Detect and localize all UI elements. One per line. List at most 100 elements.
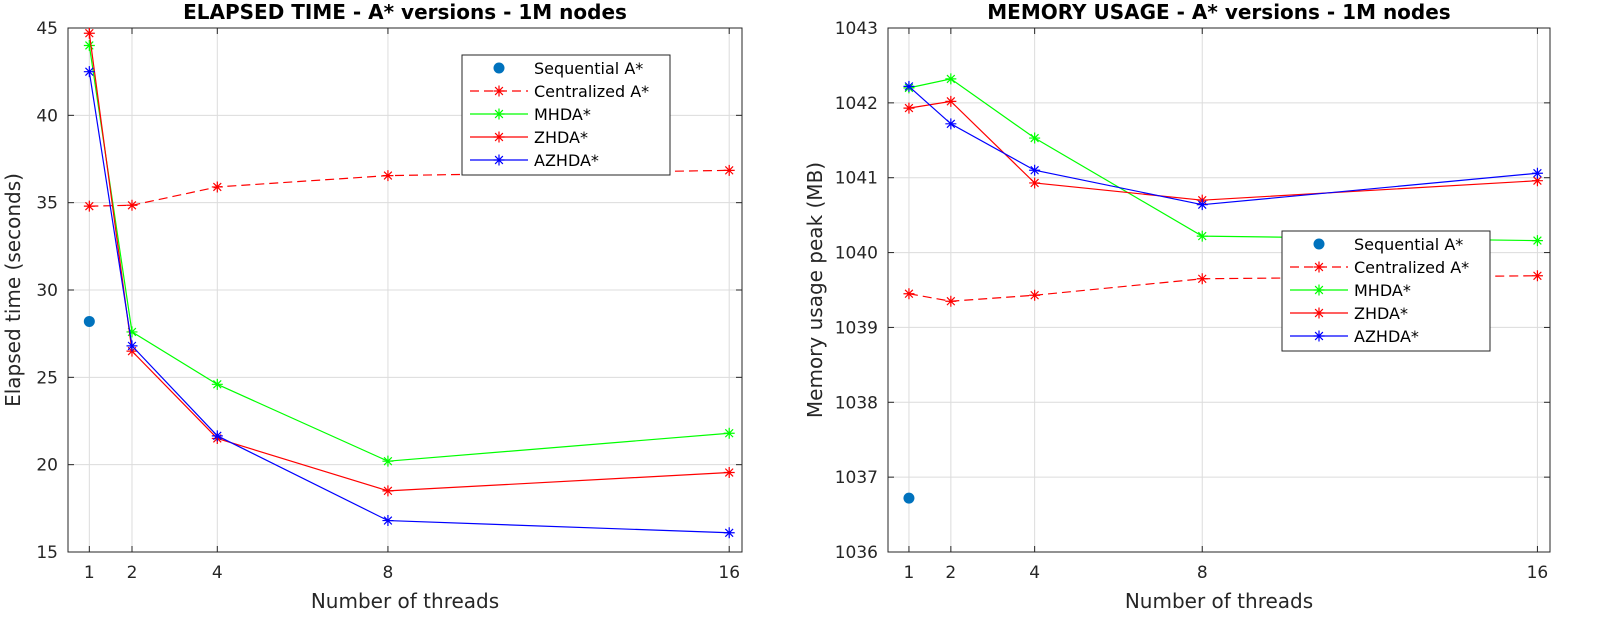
- data-point: [1531, 235, 1543, 247]
- legend-marker: [1313, 238, 1325, 250]
- data-point: [903, 492, 915, 504]
- data-point: [1029, 177, 1041, 189]
- data-point: [945, 295, 957, 307]
- y-axis-label: Memory usage peak (MB): [803, 162, 827, 418]
- data-point: [211, 378, 223, 390]
- data-point: [903, 288, 915, 300]
- legend-entry-centralized-a: Centralized A*: [470, 82, 649, 101]
- legend-marker: [1313, 307, 1325, 319]
- data-point: [1029, 289, 1041, 301]
- x-tick-label: 4: [212, 563, 223, 583]
- data-point: [1029, 164, 1041, 176]
- legend-marker: [493, 62, 505, 74]
- legend-label: MHDA*: [1354, 281, 1411, 300]
- x-tick-label: 1: [904, 563, 915, 583]
- data-point: [723, 467, 735, 479]
- y-tick-label: 1038: [835, 393, 878, 413]
- data-point: [382, 485, 394, 497]
- data-point: [382, 515, 394, 527]
- data-point: [1531, 167, 1543, 179]
- data-point: [1196, 273, 1208, 285]
- series-azhda: [903, 80, 1543, 211]
- legend-marker: [493, 154, 505, 166]
- legend-entry-zhda: ZHDA*: [1290, 304, 1408, 323]
- data-point: [1531, 270, 1543, 282]
- y-tick-label: 1043: [835, 19, 878, 39]
- data-point: [83, 27, 95, 39]
- legend-entry-sequential-a: Sequential A*: [1313, 235, 1463, 254]
- y-tick-label: 25: [36, 368, 58, 388]
- y-tick-label: 15: [36, 543, 58, 563]
- legend-label: AZHDA*: [534, 151, 599, 170]
- data-point: [1196, 199, 1208, 211]
- data-point: [723, 527, 735, 539]
- chart-title: ELAPSED TIME - A* versions - 1M nodes: [183, 0, 627, 24]
- legend-label: Sequential A*: [1354, 235, 1463, 254]
- y-tick-label: 1036: [835, 543, 878, 563]
- legend-entry-mhda: MHDA*: [1290, 281, 1411, 300]
- y-tick-label: 35: [36, 194, 58, 214]
- y-tick-label: 1041: [835, 169, 878, 189]
- y-tick-label: 40: [36, 106, 58, 126]
- legend-label: MHDA*: [534, 105, 591, 124]
- y-axis-label: Elapsed time (seconds): [1, 173, 25, 407]
- data-point: [83, 315, 95, 327]
- data-point: [903, 80, 915, 92]
- data-point: [723, 427, 735, 439]
- x-tick-label: 16: [1527, 563, 1549, 583]
- legend-label: AZHDA*: [1354, 327, 1419, 346]
- y-tick-label: 20: [36, 456, 58, 476]
- legend-box: [1281, 230, 1491, 352]
- series-mhda: [83, 39, 735, 467]
- legend: Sequential A* Centralized A* MHDA* ZHDA* AZH…: [1281, 230, 1491, 352]
- plot-frame: [887, 27, 1551, 553]
- legend-entry-mhda: MHDA*: [470, 105, 591, 124]
- data-point: [903, 102, 915, 114]
- x-axis-label: Number of threads: [1125, 589, 1313, 613]
- chart-2: 1 2 4 8 16 1036 1037 1038 1039 1040 1041 1042 1043 ME…: [803, 0, 1551, 613]
- data-point: [382, 455, 394, 467]
- data-point: [945, 73, 957, 85]
- y-tick-label: 1040: [835, 244, 878, 264]
- legend-marker: [493, 108, 505, 120]
- x-tick-label: 2: [945, 563, 956, 583]
- data-point: [83, 39, 95, 51]
- legend-marker: [1313, 284, 1325, 296]
- x-tick-label: 16: [718, 563, 740, 583]
- series-sequential-a: [903, 492, 915, 504]
- y-tick-label: 1039: [835, 318, 878, 338]
- data-point: [126, 340, 138, 352]
- x-axis-label: Number of threads: [311, 589, 499, 613]
- data-point: [1531, 175, 1543, 187]
- legend-marker: [493, 131, 505, 143]
- data-point: [83, 200, 95, 212]
- series-line: [89, 169, 730, 207]
- legend-entry-centralized-a: Centralized A*: [1290, 258, 1469, 277]
- legend-entry-zhda: ZHDA*: [470, 128, 588, 147]
- data-point: [1029, 132, 1041, 144]
- y-tick-label: 1042: [835, 94, 878, 114]
- x-tick-label: 8: [1197, 563, 1208, 583]
- x-tick-label: 4: [1029, 563, 1040, 583]
- data-point: [945, 95, 957, 107]
- data-point: [211, 430, 223, 442]
- legend-marker: [1313, 261, 1325, 273]
- legend: Sequential A* Centralized A* MHDA* ZHDA* AZH…: [461, 54, 671, 176]
- series-mhda: [903, 73, 1543, 247]
- data-point: [382, 170, 394, 182]
- legend-label: ZHDA*: [534, 128, 588, 147]
- series-sequential-a: [83, 315, 95, 327]
- x-tick-label: 1: [84, 563, 95, 583]
- data-point: [211, 181, 223, 193]
- data-point: [945, 118, 957, 130]
- legend-label: Centralized A*: [534, 82, 649, 101]
- y-tick-label: 45: [36, 19, 58, 39]
- legend-label: Centralized A*: [1354, 258, 1469, 277]
- data-point: [126, 326, 138, 338]
- legend-entry-sequential-a: Sequential A*: [493, 59, 643, 78]
- y-tick-label: 1037: [835, 468, 878, 488]
- ticks: 1 2 4 8 16 15 20 25 30 35 40 45: [36, 19, 742, 583]
- data-point: [126, 199, 138, 211]
- x-tick-label: 2: [127, 563, 138, 583]
